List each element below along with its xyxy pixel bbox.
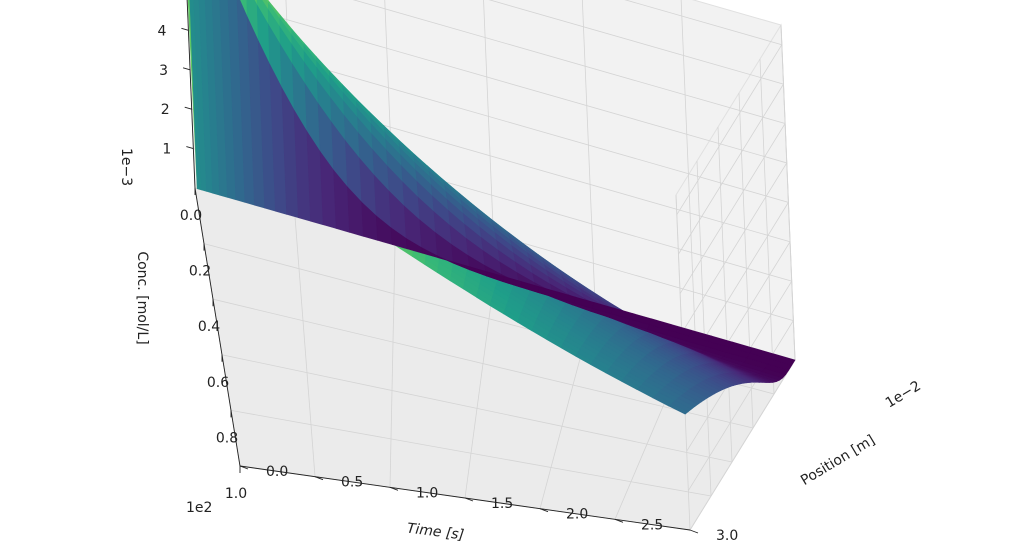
y-tick-label: 3.0: [716, 528, 738, 544]
y-tick-label: 0.5: [341, 475, 363, 491]
z-tick-mark: [184, 106, 192, 110]
gridline-y-floor: [689, 359, 796, 531]
y-offset-label: 1e−2: [883, 378, 924, 411]
surface-facet: [189, 0, 202, 191]
gridline-z-right: [688, 320, 794, 491]
x-offset-label: 1e2: [186, 500, 212, 516]
y-tick-mark: [614, 518, 624, 523]
y-tick-label: 1.0: [416, 485, 438, 501]
y-tick-mark: [314, 476, 324, 481]
y-tick-mark: [389, 486, 399, 491]
surface-facet: [187, 0, 198, 189]
gridline-z-left: [488, 0, 784, 85]
z-tick-label: 2: [161, 102, 170, 118]
surface-facet: [198, 0, 213, 194]
gridline-z-left: [624, 0, 782, 46]
axes-ticks: 0.0 0.2 0.4 0.6 0.8 1.0 0.0 0.5 1.0 1.5 2.0 2.5 3.0 1…: [157, 23, 738, 544]
x-axis-line: [194, 187, 241, 467]
x-axis-label: Time [s]: [406, 521, 465, 544]
y-tick-mark: [539, 508, 549, 513]
y-tick-label: 0.0: [266, 464, 288, 480]
gridline-z-left: [216, 0, 787, 164]
x-tick-label: 1.0: [225, 486, 247, 502]
surface-facet: [193, 0, 207, 192]
concentration-surface: [187, 0, 796, 415]
gridline-y-wall: [581, 0, 596, 303]
gridline-z-right: [679, 123, 786, 294]
surface-facet: [211, 0, 228, 198]
z-tick-mark: [182, 67, 191, 71]
gridline-z-right: [681, 162, 788, 334]
gridline-y-wall: [780, 24, 796, 361]
gridline-y-wall: [483, 0, 496, 275]
gridline-x-wall: [696, 160, 712, 497]
y-tick-label: 2.5: [641, 517, 663, 533]
x-tick-label: 0.8: [216, 430, 238, 446]
x-tick-label: 0.4: [198, 319, 220, 335]
surface-facet: [219, 0, 237, 201]
gridline-y-floor: [294, 216, 316, 477]
y-axis-label: Position [m]: [798, 432, 878, 489]
y-tick-mark: [689, 529, 699, 534]
surface-facet: [227, 0, 246, 203]
gridline-x-wall: [759, 58, 775, 395]
gridline-z-right: [676, 44, 783, 215]
y-tick-mark: [239, 465, 249, 470]
z-tick-mark: [181, 27, 189, 31]
z-tick-label: 4: [157, 23, 166, 39]
x-tick-label: 0.6: [207, 375, 229, 391]
y-tick-mark: [464, 497, 474, 502]
gridline-z-left: [352, 0, 786, 124]
x-tick-label: 0.2: [189, 264, 211, 280]
y-tick-label: 1.5: [491, 496, 513, 512]
x-tick-label: 0.0: [180, 208, 202, 224]
gridline-y-floor: [389, 245, 396, 488]
surface-facet: [770, 353, 796, 366]
z-offset-label: 1e−3: [118, 148, 134, 186]
surface-facet: [204, 0, 220, 196]
z-tick-mark: [186, 146, 194, 150]
z-axis-line: [186, 0, 196, 189]
gridline-z-right: [678, 83, 784, 255]
z-tick-label: 1: [162, 142, 171, 158]
gridline-y-wall: [680, 0, 696, 332]
y-tick-label: 2.0: [566, 507, 588, 523]
z-axis-label: Conc. [mol/L]: [134, 251, 150, 344]
z-tick-label: 3: [159, 63, 168, 79]
gridline-y-floor: [464, 273, 496, 499]
